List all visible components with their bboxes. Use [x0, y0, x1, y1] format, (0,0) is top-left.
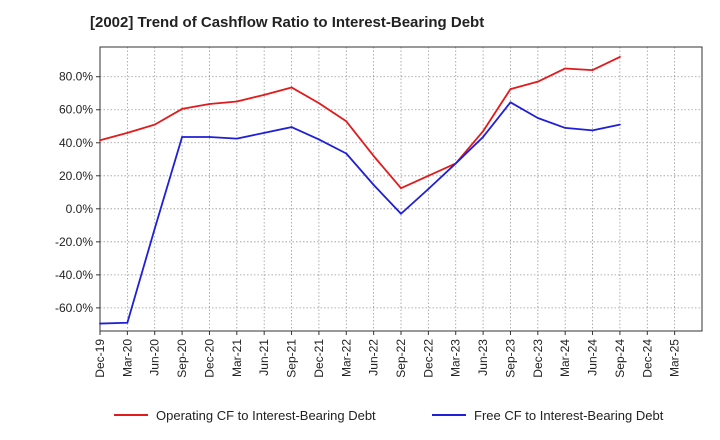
y-tick-label: -60.0%: [55, 301, 93, 315]
data-point: [427, 174, 430, 177]
data-point: [591, 69, 594, 72]
data-point: [372, 155, 375, 157]
data-point: [509, 101, 512, 104]
data-point: [345, 120, 348, 123]
x-tick-label: Jun-22: [367, 339, 381, 376]
x-tick-label: Dec-24: [640, 339, 654, 378]
data-point: [482, 136, 484, 138]
x-tick-label: Jun-24: [586, 339, 600, 376]
x-axis: Dec-19 Mar-20 Jun-20 Sep-20 Dec-20 Mar-21 Jun-…: [93, 331, 682, 378]
data-point: [181, 108, 183, 110]
data-point: [263, 93, 266, 96]
data-point: [345, 152, 348, 155]
data-point: [427, 188, 430, 190]
data-point: [290, 86, 293, 89]
y-tick-label: 80.0%: [59, 70, 93, 84]
data-point: [591, 129, 594, 132]
data-point: [181, 136, 183, 138]
data-point: [153, 123, 156, 126]
data-point: [318, 138, 320, 141]
data-point: [99, 139, 101, 142]
data-point: [208, 136, 211, 138]
y-tick-label: 20.0%: [59, 169, 93, 183]
x-tick-label: Mar-20: [120, 339, 134, 377]
data-point: [99, 322, 101, 325]
legend-label: Free CF to Interest-Bearing Debt: [474, 408, 664, 423]
data-point: [564, 67, 567, 70]
x-tick-label: Dec-22: [421, 339, 435, 378]
x-tick-label: Dec-21: [312, 339, 326, 378]
series-line-1: [99, 56, 621, 190]
y-tick-label: 0.0%: [66, 202, 94, 216]
data-point: [208, 103, 211, 105]
data-point: [564, 127, 567, 129]
data-point: [619, 56, 621, 58]
data-point: [153, 227, 156, 230]
data-point: [126, 131, 129, 134]
data-point: [290, 126, 293, 128]
data-point: [536, 117, 539, 119]
series-line-2: [99, 101, 621, 325]
legend-label: Operating CF to Interest-Bearing Debt: [156, 408, 376, 423]
x-tick-label: Sep-23: [503, 339, 517, 378]
data-point: [536, 80, 539, 83]
x-tick-label: Dec-20: [202, 339, 216, 378]
data-point: [509, 88, 512, 91]
data-point: [482, 130, 484, 133]
data-point: [372, 183, 375, 186]
x-tick-label: Mar-25: [668, 339, 682, 377]
x-tick-label: Jun-20: [148, 339, 162, 376]
legend: Operating CF to Interest-Bearing Debt Fre…: [114, 408, 664, 423]
y-tick-label: 40.0%: [59, 136, 93, 150]
y-tick-label: 60.0%: [59, 103, 93, 117]
data-point: [400, 187, 402, 190]
data-point: [235, 100, 238, 103]
y-tick-label: -20.0%: [55, 235, 93, 249]
data-point: [400, 212, 402, 215]
grid-layer: [100, 47, 702, 331]
data-point: [235, 137, 238, 140]
chart-title: [2002] Trend of Cashflow Ratio to Intere…: [90, 14, 485, 31]
x-tick-label: Jun-21: [257, 339, 271, 376]
x-tick-label: Mar-21: [230, 339, 244, 377]
data-point: [454, 162, 457, 165]
x-tick-label: Mar-24: [558, 339, 572, 377]
x-tick-label: Sep-20: [175, 339, 189, 378]
x-tick-label: Mar-23: [449, 339, 463, 377]
y-tick-label: -40.0%: [55, 268, 93, 282]
data-point: [619, 123, 621, 126]
data-point: [318, 102, 320, 105]
x-tick-label: Sep-21: [285, 339, 299, 378]
x-tick-label: Sep-22: [394, 339, 408, 378]
x-tick-label: Mar-22: [339, 339, 353, 377]
data-point: [126, 321, 129, 324]
x-tick-label: Sep-24: [613, 339, 627, 378]
x-tick-label: Jun-23: [476, 339, 490, 376]
data-point: [263, 131, 266, 134]
y-axis: -60.0% -40.0% -20.0% 0.0% 20.0% 40.0% 60.0% 80.…: [55, 70, 100, 315]
x-tick-label: Dec-23: [531, 339, 545, 378]
x-tick-label: Dec-19: [93, 339, 107, 378]
series-layer: [99, 56, 621, 325]
